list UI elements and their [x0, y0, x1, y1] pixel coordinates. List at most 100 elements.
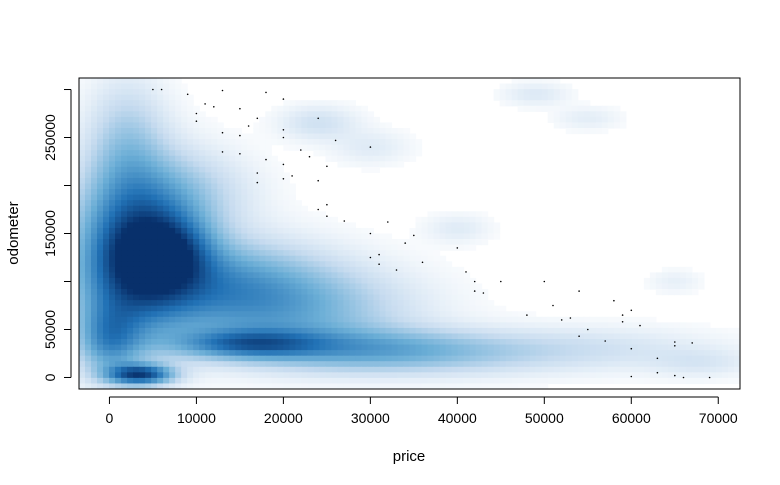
density-cell	[187, 189, 194, 196]
density-cell	[667, 277, 675, 285]
density-cell	[385, 333, 393, 340]
density-cell	[127, 89, 134, 96]
density-cell	[205, 233, 212, 240]
density-cell	[163, 316, 170, 323]
density-cell	[187, 144, 194, 151]
density-cell	[385, 272, 393, 279]
density-cell	[673, 333, 681, 340]
density-cell	[133, 127, 140, 135]
density-cell	[241, 139, 248, 146]
density-cell	[85, 144, 92, 151]
density-cell	[559, 333, 567, 340]
density-cell	[499, 366, 507, 373]
density-cell	[295, 111, 302, 118]
density-cell	[169, 222, 176, 229]
density-cell	[121, 166, 128, 174]
density-cell	[313, 272, 320, 279]
density-cell	[427, 250, 435, 257]
density-cell	[229, 250, 236, 257]
density-cell	[151, 205, 158, 212]
density-cell	[595, 327, 603, 335]
density-cell	[211, 361, 218, 368]
density-cell	[205, 339, 212, 346]
density-cell	[211, 372, 218, 379]
density-cell	[313, 366, 320, 373]
density-cell	[139, 255, 146, 262]
density-cell	[121, 200, 128, 207]
data-point	[326, 203, 328, 206]
density-cell	[649, 277, 657, 285]
density-cell	[343, 244, 351, 251]
density-cell	[487, 372, 495, 379]
density-cell	[85, 133, 92, 140]
density-cell	[121, 355, 128, 362]
density-cell	[397, 250, 405, 257]
density-cell	[517, 327, 525, 335]
density-cell	[139, 100, 146, 107]
density-cell	[259, 139, 266, 146]
density-cell	[175, 177, 182, 185]
density-cell	[133, 327, 140, 335]
density-cell	[97, 255, 104, 262]
density-cell	[151, 327, 158, 335]
density-cell	[433, 222, 441, 229]
density-cell	[571, 94, 579, 101]
density-cell	[523, 83, 531, 90]
density-cell	[235, 194, 242, 201]
density-cell	[169, 316, 176, 323]
density-cell	[373, 355, 381, 362]
density-cell	[97, 366, 104, 373]
density-cell	[397, 127, 405, 135]
density-cell	[157, 189, 164, 196]
density-cell	[451, 383, 459, 389]
density-cell	[295, 294, 302, 301]
density-cell	[97, 172, 104, 179]
density-cell	[535, 322, 543, 329]
density-cell	[397, 339, 405, 346]
density-cell	[475, 300, 483, 307]
density-cell	[619, 327, 627, 335]
density-cell	[241, 311, 248, 318]
density-cell	[259, 283, 266, 290]
density-cell	[163, 300, 170, 307]
density-cell	[151, 94, 158, 101]
data-point	[204, 103, 206, 105]
density-cell	[451, 316, 459, 323]
density-cell	[127, 239, 134, 246]
density-cell	[205, 333, 212, 340]
density-cell	[181, 94, 188, 101]
density-cell	[649, 272, 657, 279]
density-cell	[115, 294, 122, 301]
data-point	[239, 134, 241, 137]
density-cell	[271, 189, 278, 196]
density-cell	[163, 127, 170, 135]
density-cell	[277, 227, 284, 235]
density-cell	[115, 250, 122, 257]
density-cell	[247, 194, 254, 201]
density-cell	[145, 189, 152, 196]
density-cell	[397, 239, 405, 246]
density-cell	[613, 361, 621, 368]
density-cell	[205, 116, 212, 124]
density-cell	[253, 216, 260, 223]
density-cell	[187, 277, 194, 285]
density-cell	[433, 350, 441, 357]
density-cell	[433, 322, 441, 329]
density-cell	[463, 227, 471, 235]
density-cell	[181, 311, 188, 318]
density-cell	[181, 194, 188, 201]
density-cell	[253, 383, 260, 389]
density-cell	[223, 261, 230, 268]
density-cell	[139, 122, 146, 129]
density-cell	[415, 255, 423, 262]
density-cell	[169, 227, 176, 235]
density-cell	[355, 266, 363, 273]
density-cell	[619, 116, 627, 124]
density-cell	[523, 327, 531, 335]
density-cell	[163, 277, 170, 285]
density-cell	[313, 244, 320, 251]
density-cell	[625, 316, 633, 323]
density-cell	[205, 200, 212, 207]
density-cell	[241, 294, 248, 301]
density-cell	[517, 316, 525, 323]
